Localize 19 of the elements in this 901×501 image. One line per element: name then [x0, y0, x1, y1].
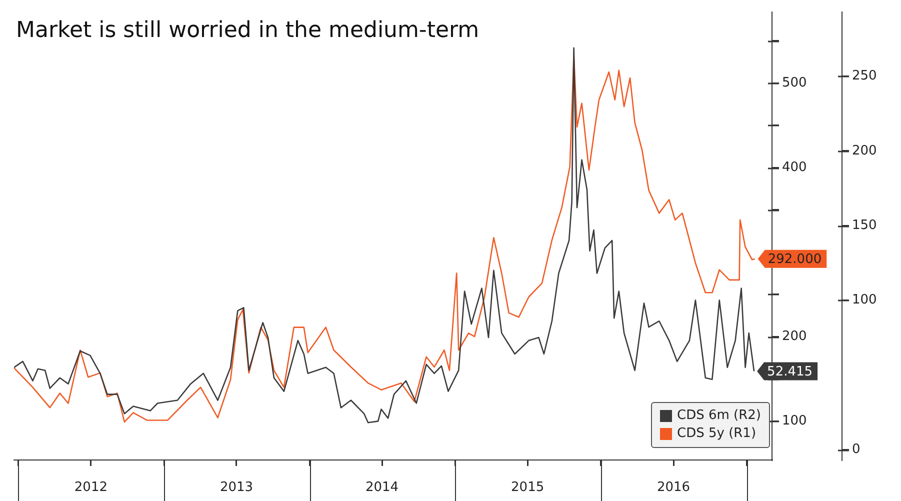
x-tick-label: 2014 [365, 480, 399, 496]
y-tick-label: 400 [782, 160, 807, 175]
x-tick-label: 2015 [511, 480, 544, 496]
y2-tick-label: 250 [852, 68, 877, 84]
x-tick-label: 2016 [656, 480, 690, 496]
data-label: 292.000 [768, 252, 822, 268]
y-tick-label: 500 [782, 75, 807, 90]
legend-label: CDS 6m (R2) [677, 407, 761, 425]
legend-label: CDS 5y (R1) [677, 425, 756, 443]
x-tick-label: 2013 [220, 480, 254, 496]
y2-tick-label: 200 [852, 143, 877, 158]
y2-tick-label: 100 [852, 292, 877, 308]
x-tick-label: 2012 [74, 480, 108, 496]
y2-tick-label: 0 [852, 442, 860, 457]
y-tick-label: 200 [782, 328, 807, 344]
data-label: 52.415 [767, 364, 813, 380]
y-tick-label: 100 [782, 413, 807, 428]
y2-tick-label: 150 [852, 218, 877, 233]
chart-title: Market is still worried in the medium-term [16, 18, 480, 43]
